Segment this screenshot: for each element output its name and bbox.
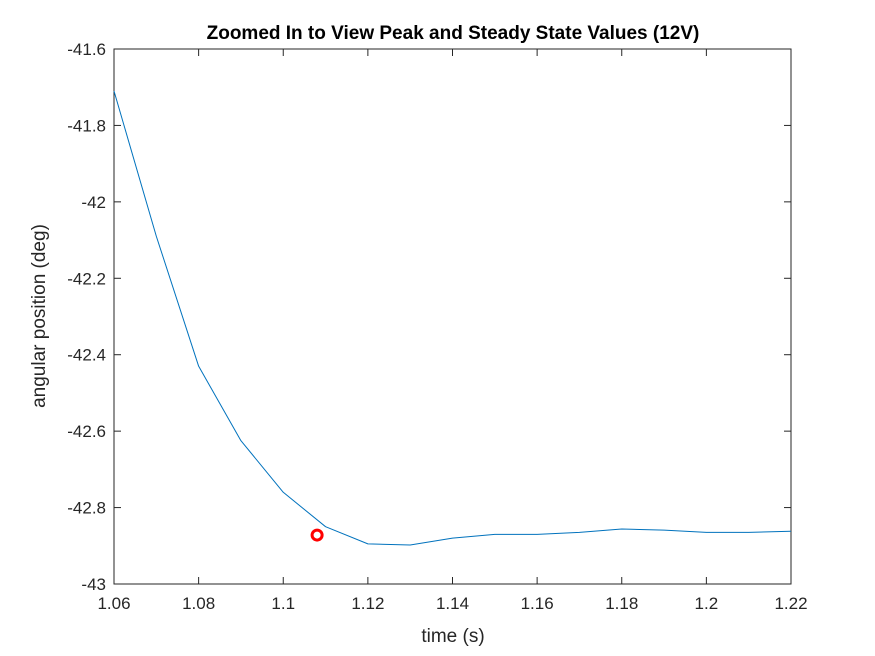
y-tick-label: -41.6 [67,40,106,59]
series-layer [113,90,792,546]
x-tick-label: 1.08 [182,594,215,613]
x-axis: 1.06 1.08 1.1 1.12 1.14 1.16 1.18 1.2 1.22 [97,49,808,613]
x-tick-label: 1.12 [351,594,384,613]
y-tick-label: -42.6 [67,422,106,441]
peak-marker [310,528,324,542]
x-axis-label: time (s) [421,626,484,647]
y-tick-label: -42.8 [67,499,106,518]
x-tick-label: 1.18 [605,594,638,613]
x-tick-label: 1.1 [271,594,295,613]
x-tick-label: 1.22 [774,594,807,613]
x-tick-label: 1.2 [695,594,719,613]
plot-area [113,48,792,585]
y-axis-label: angular position (deg) [29,224,50,408]
y-tick-label: -42.4 [67,346,106,365]
y-tick-label: -41.8 [67,116,106,135]
series-line [113,90,792,546]
y-tick-label: -42.2 [67,269,106,288]
x-tick-label: 1.16 [521,594,554,613]
x-tick-label: 1.14 [436,594,469,613]
y-tick-label: -43 [81,575,106,594]
marker-layer [310,528,324,542]
chart-title: Zoomed In to View Peak and Steady State … [207,23,700,44]
y-tick-label: -42 [81,193,106,212]
y-axis: -41.6 -41.8 -42 -42.2 -42.4 -42.6 -42.8 -43 [67,40,791,594]
x-tick-label: 1.06 [97,594,130,613]
